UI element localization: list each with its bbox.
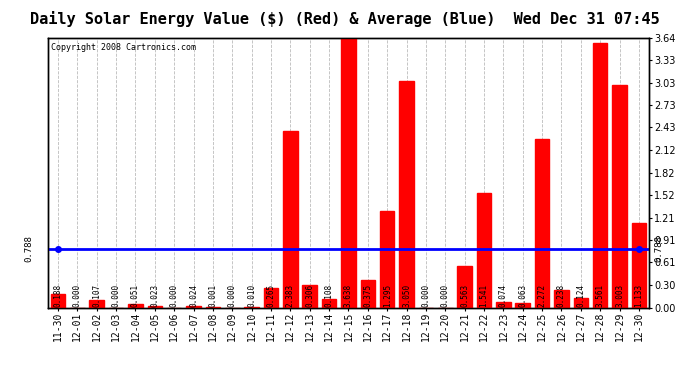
Bar bbox=[612, 85, 627, 308]
Text: 1.295: 1.295 bbox=[383, 284, 392, 307]
Bar bbox=[457, 266, 472, 308]
Text: 2.272: 2.272 bbox=[538, 284, 546, 307]
Text: 0.788: 0.788 bbox=[24, 236, 33, 262]
Bar bbox=[283, 131, 297, 308]
Text: 3.003: 3.003 bbox=[615, 284, 624, 307]
Bar bbox=[400, 81, 414, 308]
Text: 3.050: 3.050 bbox=[402, 284, 411, 307]
Text: 0.000: 0.000 bbox=[73, 284, 82, 307]
Bar bbox=[244, 307, 259, 308]
Text: 0.188: 0.188 bbox=[54, 284, 63, 307]
Text: 3.561: 3.561 bbox=[595, 284, 604, 307]
Bar bbox=[322, 300, 336, 307]
Bar bbox=[554, 290, 569, 308]
Text: 0.306: 0.306 bbox=[305, 284, 314, 307]
Text: 0.000: 0.000 bbox=[441, 284, 450, 307]
Bar bbox=[128, 304, 143, 307]
Bar bbox=[361, 280, 375, 308]
Bar bbox=[148, 306, 162, 308]
Text: 0.000: 0.000 bbox=[112, 284, 121, 307]
Text: 0.063: 0.063 bbox=[518, 284, 527, 307]
Text: 0.000: 0.000 bbox=[422, 284, 431, 307]
Bar bbox=[593, 44, 607, 308]
Text: 3.638: 3.638 bbox=[344, 284, 353, 307]
Bar bbox=[264, 288, 278, 308]
Text: 0.000: 0.000 bbox=[170, 284, 179, 307]
Bar bbox=[380, 211, 395, 308]
Text: 0.107: 0.107 bbox=[92, 284, 101, 307]
Text: 0.001: 0.001 bbox=[208, 284, 217, 307]
Text: 0.124: 0.124 bbox=[576, 284, 585, 307]
Text: 0.000: 0.000 bbox=[228, 284, 237, 307]
Bar bbox=[51, 294, 66, 308]
Text: 0.024: 0.024 bbox=[189, 284, 198, 307]
Bar bbox=[90, 300, 104, 307]
Text: 0.265: 0.265 bbox=[266, 284, 275, 307]
Text: 0.010: 0.010 bbox=[247, 284, 256, 307]
Text: 0.074: 0.074 bbox=[499, 284, 508, 307]
Bar bbox=[631, 224, 646, 308]
Text: 0.238: 0.238 bbox=[557, 284, 566, 307]
Text: 0.375: 0.375 bbox=[364, 284, 373, 307]
Bar bbox=[515, 303, 530, 307]
Bar bbox=[186, 306, 201, 308]
Text: 0.788: 0.788 bbox=[655, 236, 664, 262]
Text: 0.023: 0.023 bbox=[150, 284, 159, 307]
Bar bbox=[302, 285, 317, 308]
Text: 0.563: 0.563 bbox=[460, 284, 469, 307]
Bar bbox=[477, 193, 491, 308]
Text: 2.383: 2.383 bbox=[286, 284, 295, 307]
Text: 1.541: 1.541 bbox=[480, 284, 489, 307]
Text: Copyright 2008 Cartronics.com: Copyright 2008 Cartronics.com bbox=[51, 43, 196, 52]
Bar bbox=[573, 298, 588, 307]
Bar bbox=[341, 38, 356, 308]
Text: 0.051: 0.051 bbox=[131, 284, 140, 307]
Bar bbox=[535, 139, 549, 308]
Text: 0.108: 0.108 bbox=[324, 284, 333, 307]
Text: Daily Solar Energy Value ($) (Red) & Average (Blue)  Wed Dec 31 07:45: Daily Solar Energy Value ($) (Red) & Ave… bbox=[30, 11, 660, 27]
Bar bbox=[496, 302, 511, 307]
Text: 1.133: 1.133 bbox=[634, 284, 643, 307]
